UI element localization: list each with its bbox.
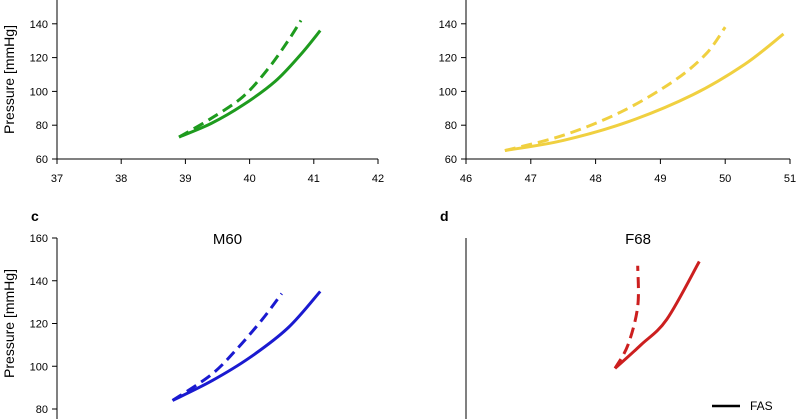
y-tick-label: 160	[30, 233, 48, 245]
y-tick-label: 80	[36, 404, 48, 416]
x-tick-label: 42	[372, 173, 384, 185]
x-tick-label: 49	[654, 173, 666, 185]
legend-fas-label: FAS	[750, 399, 773, 413]
y-tick-label: 60	[36, 154, 48, 166]
y-tick-label: 120	[439, 53, 457, 65]
y-axis-label: Pressure [mmHg]	[1, 269, 17, 378]
series-line-solid	[614, 260, 701, 370]
panel-title: M60	[213, 231, 242, 248]
y-tick-label: 120	[30, 53, 48, 65]
x-tick-label: 37	[51, 173, 63, 185]
y-tick-label: 140	[439, 19, 457, 31]
panel-a: 6080100120140160373839404142Pressure [mm…	[1, 0, 384, 185]
panel-c: 80 100 120 140 160 Pressure [mmHg] c M60	[1, 208, 322, 419]
y-tick-label: 140	[30, 276, 48, 288]
x-tick-label: 39	[179, 173, 191, 185]
series-line-solid	[504, 32, 785, 153]
panel-b: 6080100120140160464748495051	[439, 0, 796, 185]
y-tick-label: 100	[439, 86, 457, 98]
y-axis-label: Pressure [mmHg]	[1, 25, 17, 134]
x-tick-label: 50	[719, 173, 731, 185]
x-tick-label: 47	[525, 173, 537, 185]
series-line-dashed	[504, 26, 727, 153]
panel-letter: d	[440, 208, 449, 224]
y-tick-label: 140	[30, 19, 48, 31]
y-tick-label: 100	[30, 361, 48, 373]
y-tick-label: 100	[30, 86, 48, 98]
series-line-dashed	[613, 265, 640, 370]
panel-title: F68	[625, 231, 651, 248]
panel-d: d F68	[440, 208, 701, 419]
y-tick-label: 80	[36, 120, 48, 132]
y-tick-label: 60	[445, 154, 457, 166]
x-tick-label: 38	[115, 173, 127, 185]
x-tick-label: 46	[460, 173, 472, 185]
series-line-dashed	[178, 19, 303, 139]
y-tick-label: 80	[445, 120, 457, 132]
x-tick-label: 48	[589, 173, 601, 185]
series-line-solid	[171, 290, 322, 402]
panel-letter: c	[31, 208, 39, 224]
series-line-solid	[178, 29, 322, 139]
x-tick-label: 41	[308, 173, 320, 185]
legend: FAS	[712, 399, 773, 413]
y-tick-label: 120	[30, 319, 48, 331]
x-tick-label: 40	[243, 173, 255, 185]
x-tick-label: 51	[784, 173, 796, 185]
